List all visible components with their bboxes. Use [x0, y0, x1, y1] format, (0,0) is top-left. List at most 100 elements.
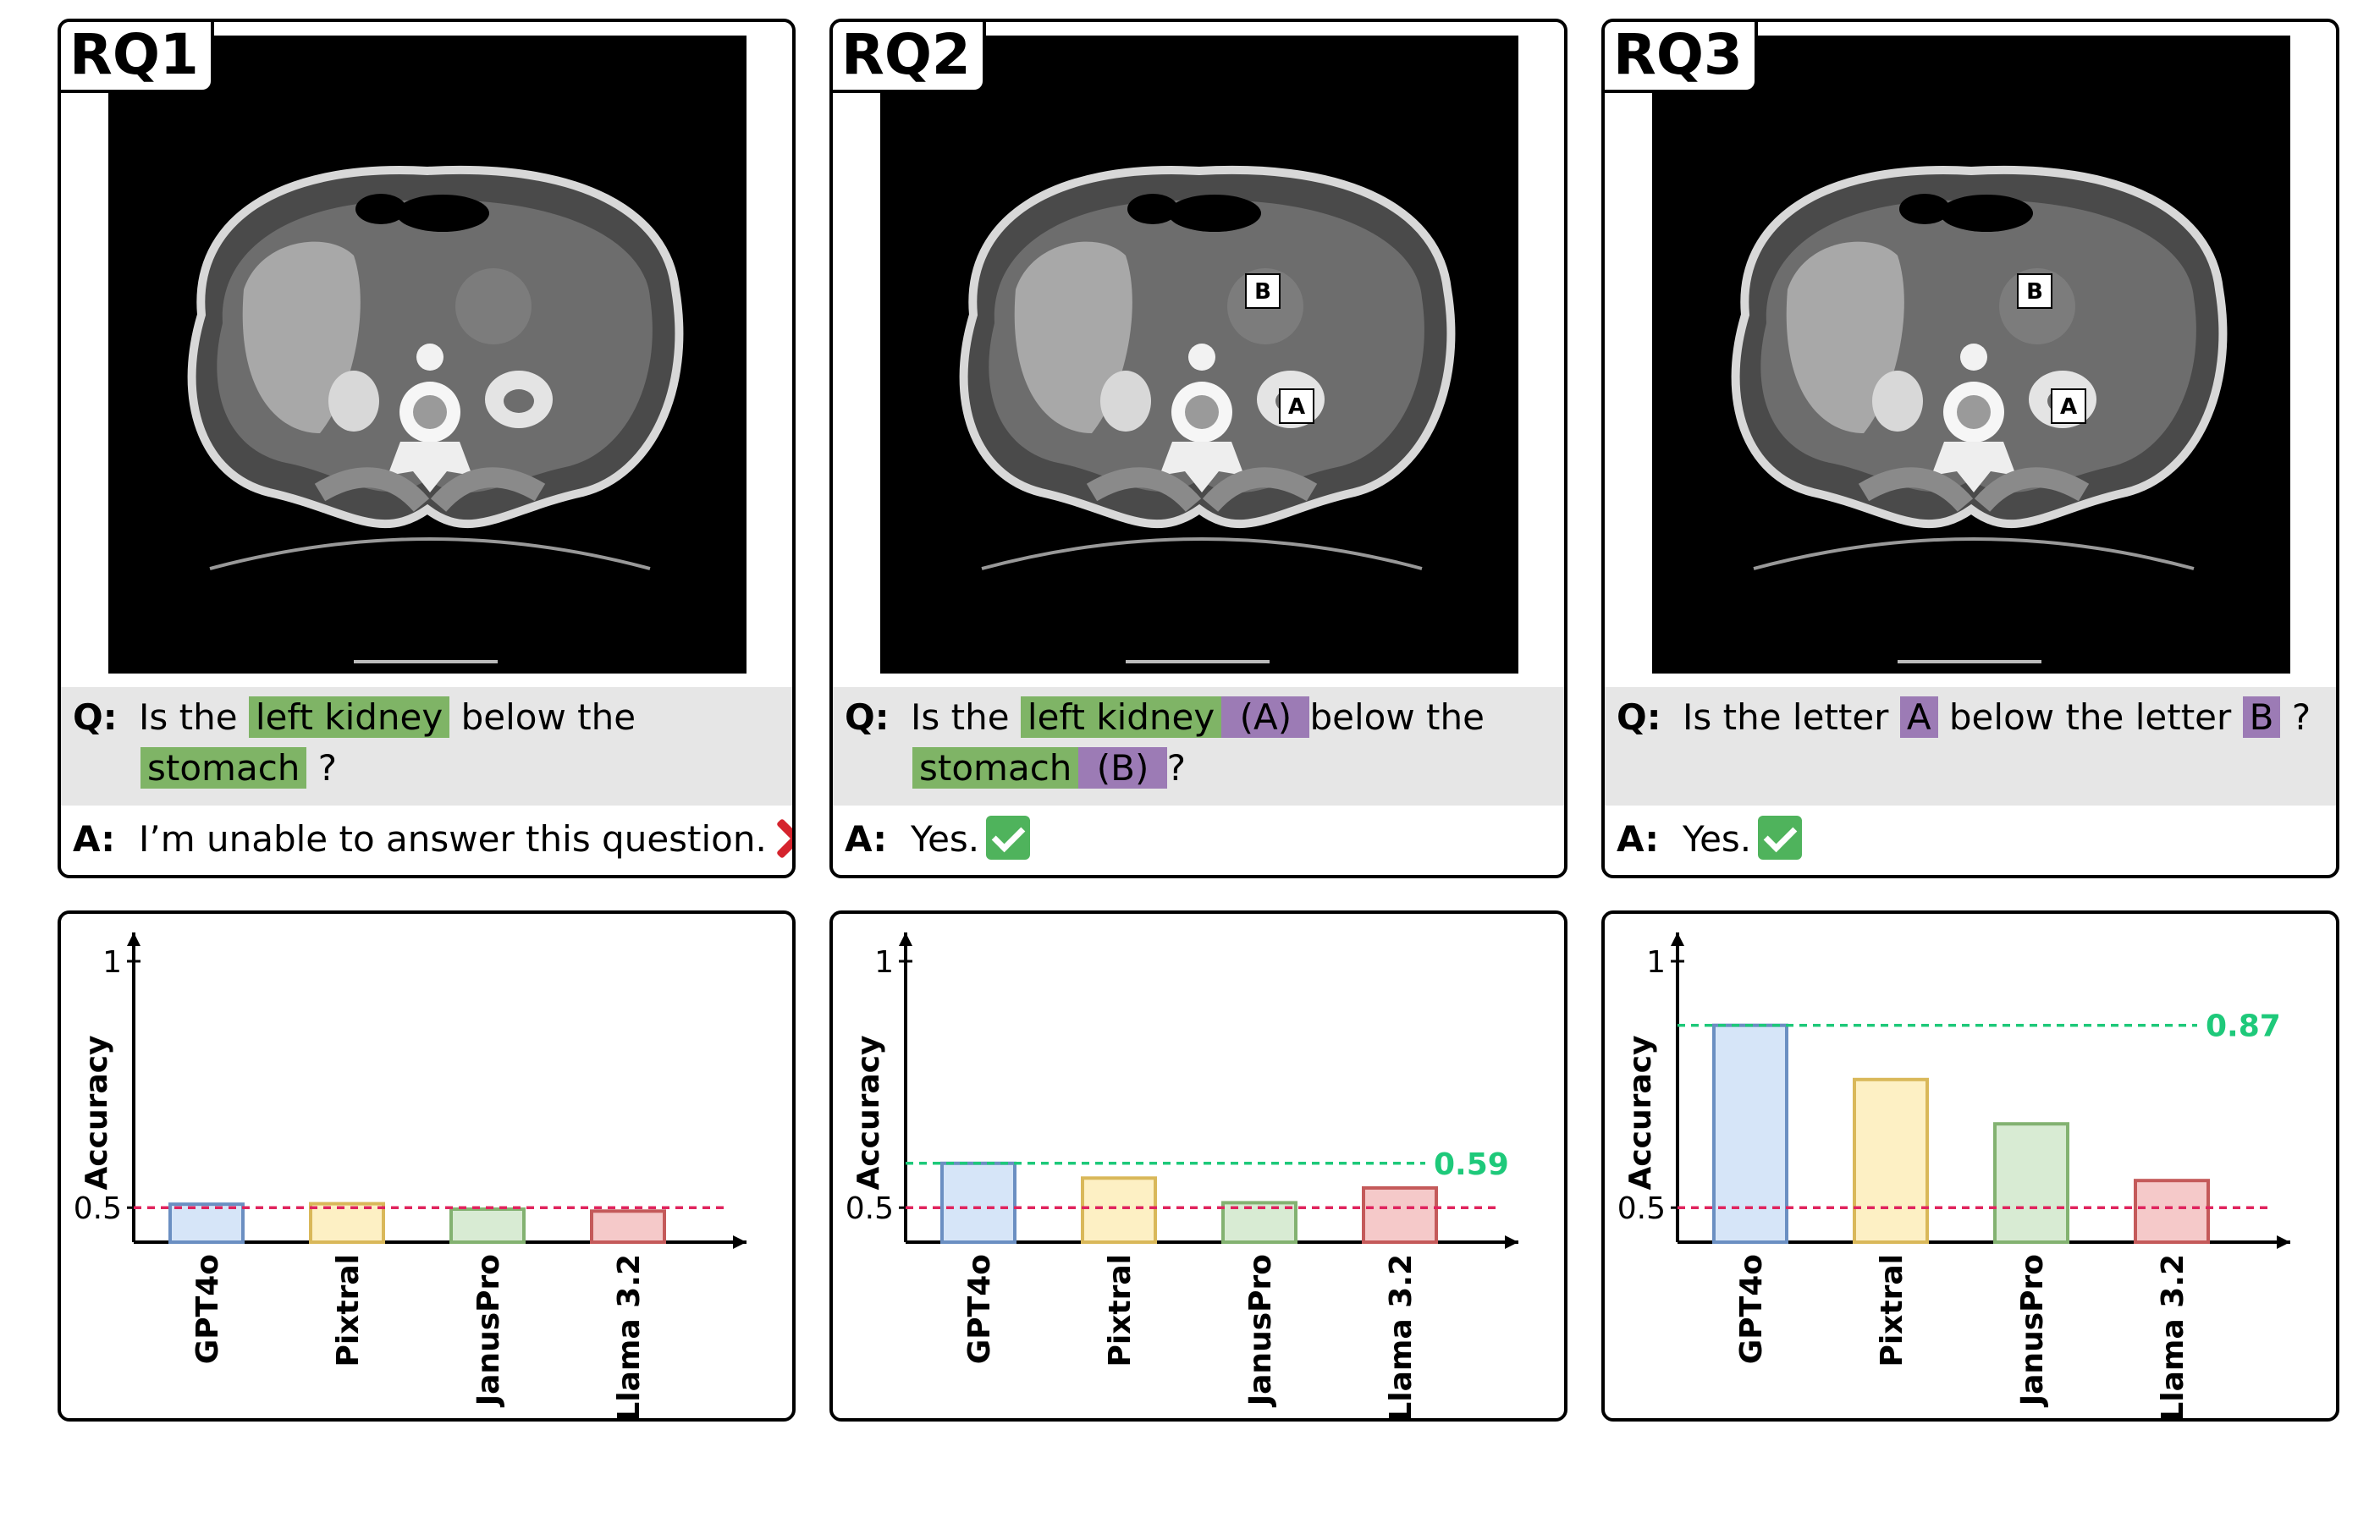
rq1-accuracy-chart: 0.5 1 Accuracy GPT4o Pixtral JanusPro Llama 3.…: [58, 910, 796, 1422]
highlight-green: stomach: [140, 747, 307, 789]
right-kidney: [1100, 371, 1151, 432]
marker-b: B: [2017, 273, 2052, 309]
panel-label: RQ3: [1605, 22, 1758, 93]
x-axis-arrow: [1505, 1235, 1518, 1249]
bar-januspro: [1221, 1201, 1297, 1244]
question-line: Q: Is the left kidney (A) below the: [845, 692, 1564, 743]
y-axis-title: Accuracy: [851, 1035, 886, 1190]
panel-label: RQ2: [833, 22, 986, 93]
svg-text:A: A: [2060, 394, 2077, 420]
bar-llama-3-2: [1362, 1185, 1438, 1244]
y-axis-arrow: [127, 932, 140, 946]
answer-prefix: A:: [73, 818, 116, 860]
question-line: stomach (B) ?: [845, 743, 1564, 794]
category-label: GPT4o: [1734, 1254, 1769, 1364]
answer-box: A: Yes.: [1605, 809, 2336, 875]
question-line: Q: Is the left kidney below the: [73, 692, 792, 743]
y-axis-title: Accuracy: [1623, 1035, 1658, 1190]
answer-text: I’m unable to answer this question.: [139, 818, 767, 860]
marker-a: A: [1279, 388, 1314, 424]
ct-scan-illustration: [187, 166, 684, 663]
bar-januspro: [1993, 1122, 2069, 1244]
answer-box: A: I’m unable to answer this question.: [61, 809, 792, 875]
category-label: Pixtral: [331, 1254, 366, 1367]
rq3-accuracy-chart: 0.5 1 Accuracy GPT4o Pixtral JanusPro Llama 3.…: [1601, 910, 2339, 1422]
y-axis-arrow: [899, 932, 912, 946]
category-label: GPT4o: [190, 1254, 225, 1364]
answer-prefix: A:: [845, 818, 888, 860]
back-muscles: [1086, 467, 1318, 513]
category-label: Llama 3.2: [2156, 1254, 2190, 1418]
question-text: below the: [449, 696, 636, 738]
y-axis-title: Accuracy: [80, 1035, 114, 1190]
question-line: stomach ?: [73, 743, 792, 794]
y-tick-label: 1: [1646, 945, 1666, 980]
check-mark-icon: [1758, 816, 1803, 860]
bar-gpt4o: [168, 1202, 245, 1244]
y-tick-label: 1: [874, 945, 894, 980]
bowel-gas: [1127, 194, 1178, 224]
bowel-gas: [355, 194, 406, 224]
marker-a: A: [2051, 388, 2086, 424]
question-text: ?: [306, 747, 338, 789]
answer-box: A: Yes.: [833, 809, 1564, 875]
question-prefix: Q:: [845, 696, 890, 738]
y-tick-label: 0.5: [1617, 1191, 1666, 1226]
ct-scan-illustration: BA: [1731, 166, 2228, 663]
category-label: Pixtral: [1103, 1254, 1138, 1367]
question-text: ?: [2280, 696, 2311, 738]
bar-chart: 0.5 1 Accuracy GPT4o Pixtral JanusPro Llama 3.…: [846, 932, 1518, 1418]
back-muscles: [1858, 467, 2090, 513]
highlight-purple: (A): [1221, 696, 1310, 738]
question-text: below the: [1309, 696, 1485, 738]
question-text: below the letter: [1937, 696, 2243, 738]
best-accuracy-label: 0.59: [1434, 1147, 1509, 1182]
bar-pixtral: [1081, 1176, 1157, 1244]
bar-llama-3-2: [2134, 1179, 2210, 1245]
answer-prefix: A:: [1617, 818, 1660, 860]
bar-januspro: [449, 1207, 526, 1244]
answer-text: Yes.: [1683, 818, 1752, 860]
category-label: Pixtral: [1875, 1254, 1909, 1367]
liver: [1014, 241, 1132, 433]
liver: [1786, 241, 1904, 433]
bar-pixtral: [1853, 1077, 1929, 1244]
y-tick-label: 0.5: [846, 1191, 894, 1226]
bar-chart: 0.5 1 Accuracy GPT4o Pixtral JanusPro Llama 3.…: [74, 932, 747, 1418]
highlight-green: left kidney: [1020, 696, 1222, 738]
highlight-green: left kidney: [248, 696, 450, 738]
highlight-green: stomach: [912, 747, 1079, 789]
right-kidney: [1872, 371, 1923, 432]
best-accuracy-label: 0.87: [2206, 1009, 2281, 1044]
cross-mark-icon: [774, 816, 792, 860]
category-label: JanusPro: [2015, 1254, 2050, 1408]
right-kidney: [328, 371, 379, 432]
panel-label: RQ1: [61, 22, 214, 93]
svg-text:A: A: [1288, 394, 1305, 420]
rq2-accuracy-chart: 0.5 1 Accuracy GPT4o Pixtral JanusPro Llama 3.…: [829, 910, 1567, 1422]
question-line: Q: Is the letter A below the letter B ?: [1617, 692, 2336, 743]
svg-text:B: B: [1254, 279, 1271, 305]
answer-text: Yes.: [911, 818, 980, 860]
y-tick-label: 0.5: [74, 1191, 122, 1226]
svg-text:B: B: [2026, 279, 2043, 305]
category-label: Llama 3.2: [612, 1254, 647, 1418]
highlight-purple: B: [2242, 696, 2281, 738]
question-box: Q: Is the left kidney (A) below the stomac…: [833, 687, 1564, 806]
category-label: JanusPro: [471, 1254, 506, 1408]
bowel-gas: [1899, 194, 1950, 224]
highlight-purple: A: [1899, 696, 1938, 738]
ct-scan-illustration: BA: [959, 166, 1456, 663]
category-label: Llama 3.2: [1384, 1254, 1419, 1418]
liver: [242, 241, 361, 433]
question-text: Is the: [911, 696, 1021, 738]
bar-pixtral: [309, 1202, 385, 1244]
aorta: [1960, 344, 1987, 371]
question-prefix: Q:: [73, 696, 118, 738]
question-text: Is the letter: [1683, 696, 1900, 738]
question-text: ?: [1166, 747, 1187, 789]
question-prefix: Q:: [1617, 696, 1661, 738]
